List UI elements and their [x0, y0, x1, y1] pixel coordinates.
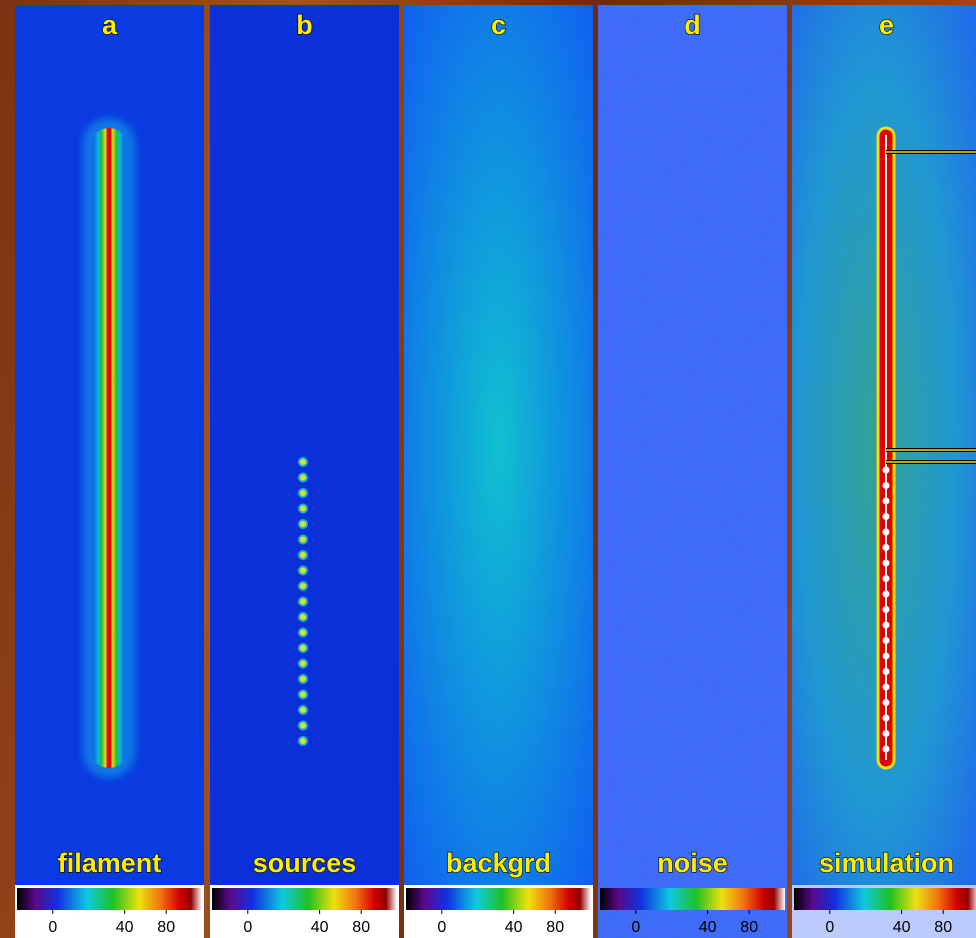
source: [299, 691, 307, 699]
colorbar-tick-label: 80: [740, 919, 758, 936]
source-marker: [883, 606, 890, 613]
colorbar-tick-label: 40: [505, 919, 523, 936]
source-marker: [883, 560, 890, 567]
panel: e simulation 0 40 80: [790, 3, 976, 938]
panel-label: noise: [657, 848, 728, 878]
panel-letter: c: [491, 10, 506, 40]
source-marker: [883, 637, 890, 644]
colorbar-tick-label: 40: [893, 919, 911, 936]
colorbar-tick-label: 80: [934, 919, 952, 936]
source: [299, 536, 307, 544]
source-marker: [883, 668, 890, 675]
panel: b sources 0 40 80: [208, 3, 401, 938]
colorbar-tick-label: 80: [352, 919, 370, 936]
source: [299, 582, 307, 590]
source-marker: [883, 699, 890, 706]
image: [404, 5, 593, 885]
source: [299, 474, 307, 482]
figure: a filament 0 40 80 b sources 0 40 80 c backgrd 0 40 80…: [0, 0, 976, 938]
colorbar-tick-label: 40: [311, 919, 329, 936]
panel-letter: b: [296, 10, 313, 40]
source-marker: [883, 730, 890, 737]
source-marker: [883, 653, 890, 660]
source-marker: [883, 591, 890, 598]
filament: [91, 128, 127, 768]
colorbar-tick-label: 0: [437, 919, 446, 936]
source: [299, 458, 307, 466]
source-marker: [883, 467, 890, 474]
colorbar-tick-label: 0: [825, 919, 834, 936]
source-marker: [883, 529, 890, 536]
panel-letter: d: [684, 10, 701, 40]
source-marker: [883, 544, 890, 551]
colorbar-tick-label: 40: [699, 919, 717, 936]
panel-letter: a: [102, 10, 118, 40]
source: [299, 520, 307, 528]
source: [299, 629, 307, 637]
panel-letter: e: [879, 10, 894, 40]
source: [299, 737, 307, 745]
panel-label: simulation: [819, 848, 954, 878]
colorbar-tick-label: 0: [48, 919, 57, 936]
colorbar: [17, 888, 202, 910]
source: [299, 644, 307, 652]
source: [299, 505, 307, 513]
panel: d noise 0 40 80: [596, 3, 789, 938]
colorbar: [406, 888, 591, 910]
source-marker: [883, 482, 890, 489]
source-marker: [883, 715, 890, 722]
source-marker: [883, 622, 890, 629]
colorbar-tick-label: 80: [546, 919, 564, 936]
source-marker: [883, 513, 890, 520]
source: [299, 551, 307, 559]
colorbar-tick-label: 40: [116, 919, 134, 936]
colorbar-tick-label: 0: [243, 919, 252, 936]
source-marker: [883, 746, 890, 753]
source: [299, 722, 307, 730]
panel: a filament 0 40 80: [13, 3, 206, 938]
source-marker: [883, 684, 890, 691]
panel-label: filament: [58, 848, 162, 878]
source: [299, 660, 307, 668]
source: [299, 675, 307, 683]
colorbar: [794, 888, 976, 910]
source: [299, 489, 307, 497]
noise: [598, 5, 787, 885]
source-marker: [883, 575, 890, 582]
colorbar-tick-label: 80: [157, 919, 175, 936]
colorbar: [600, 888, 785, 910]
colorbar: [212, 888, 397, 910]
panel: c backgrd 0 40 80: [402, 3, 595, 938]
image: [210, 5, 399, 885]
colorbar-tick-label: 0: [631, 919, 640, 936]
source: [299, 598, 307, 606]
panel-label: sources: [253, 848, 357, 878]
source: [299, 706, 307, 714]
source: [299, 613, 307, 621]
source: [299, 567, 307, 575]
source-marker: [883, 498, 890, 505]
panel-label: backgrd: [446, 848, 551, 878]
